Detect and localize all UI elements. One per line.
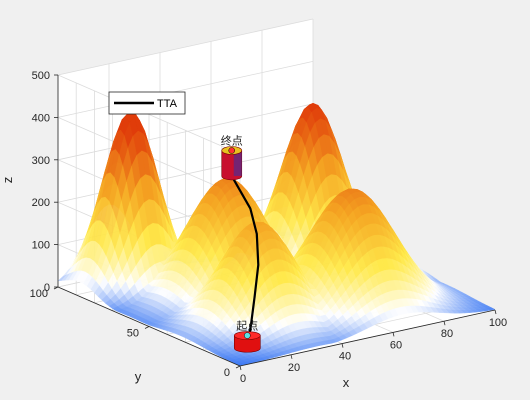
start-label: 起点 bbox=[236, 320, 258, 333]
marker-cylinder-shadow bbox=[233, 150, 242, 176]
x-axis-label: x bbox=[343, 375, 350, 390]
legend: TTA bbox=[108, 91, 186, 115]
x-tick-label: 0 bbox=[240, 373, 246, 385]
x-tick bbox=[494, 309, 497, 315]
x-tick-label: 40 bbox=[339, 351, 351, 363]
end-marker: 终点 bbox=[221, 134, 243, 181]
markers-layer: 起点 终点 bbox=[221, 134, 261, 353]
z-axis-label: z bbox=[0, 177, 15, 184]
y-tick-label: 100 bbox=[30, 288, 48, 300]
end-label: 终点 bbox=[221, 134, 243, 148]
tta-path-layer bbox=[230, 175, 260, 349]
marker-cylinder-body bbox=[234, 335, 261, 353]
x-tick-label: 80 bbox=[441, 328, 453, 340]
y-tick-label: 50 bbox=[127, 328, 139, 340]
x-tick bbox=[290, 354, 293, 359]
x-tick-label: 20 bbox=[288, 362, 300, 374]
surface-plot bbox=[57, 102, 496, 367]
z-tick-label: 100 bbox=[32, 240, 50, 252]
y-axis-label: y bbox=[135, 369, 142, 384]
z-tick-label: 500 bbox=[32, 70, 50, 82]
legend-label-tta: TTA bbox=[157, 98, 178, 110]
x-tick bbox=[443, 321, 446, 326]
z-tick-label: 400 bbox=[32, 112, 50, 124]
x-tick bbox=[239, 365, 242, 371]
start-marker: 起点 bbox=[234, 320, 261, 353]
x-tick bbox=[392, 332, 395, 337]
z-tick-label: 0 bbox=[44, 282, 50, 294]
y-tick-label: 0 bbox=[224, 367, 230, 379]
z-tick-label: 300 bbox=[32, 155, 50, 167]
x-tick bbox=[341, 343, 344, 348]
x-axis-line bbox=[239, 309, 496, 367]
y-tick bbox=[144, 326, 150, 329]
x-tick-label: 100 bbox=[489, 317, 507, 329]
marker-point bbox=[244, 332, 251, 339]
y-tick bbox=[235, 365, 241, 369]
series-line-tta bbox=[230, 175, 260, 349]
marker-point bbox=[228, 147, 235, 154]
z-tick-label: 200 bbox=[32, 197, 50, 209]
x-tick-label: 60 bbox=[390, 339, 402, 351]
